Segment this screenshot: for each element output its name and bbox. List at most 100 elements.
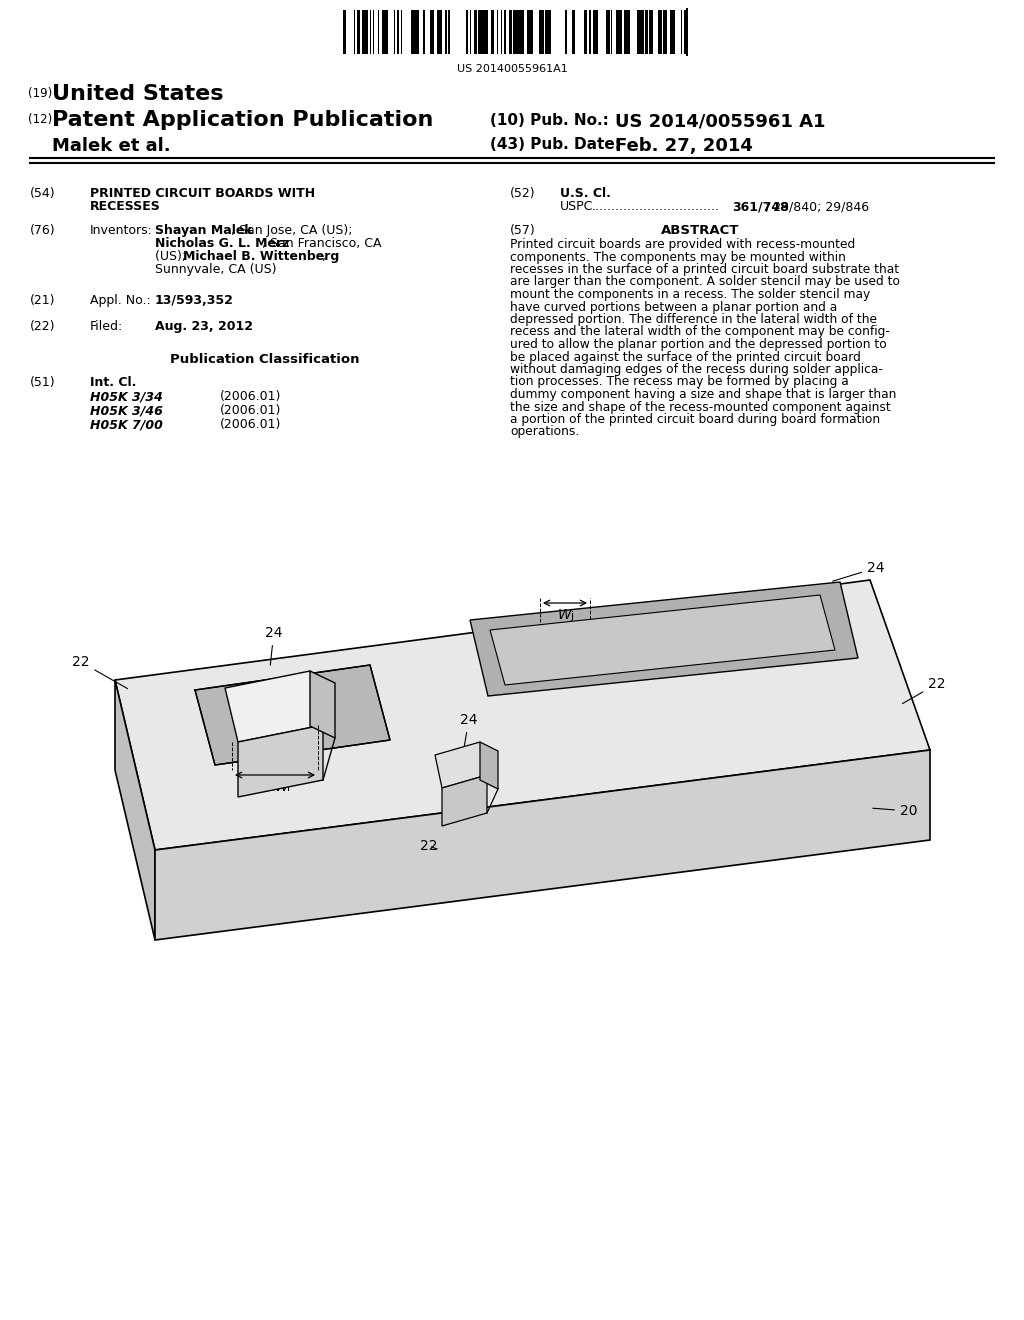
Polygon shape [442, 775, 487, 826]
Text: (51): (51) [30, 376, 55, 389]
Text: 361/748: 361/748 [732, 201, 788, 213]
Polygon shape [195, 665, 390, 766]
Bar [492, 8, 494, 55]
Bar [430, 8, 433, 55]
Text: (2006.01): (2006.01) [220, 389, 282, 403]
Polygon shape [470, 582, 858, 696]
Text: operations.: operations. [510, 425, 580, 438]
Text: recess and the lateral width of the component may be config-: recess and the lateral width of the comp… [510, 326, 890, 338]
Text: PRINTED CIRCUIT BOARDS WITH: PRINTED CIRCUIT BOARDS WITH [90, 187, 315, 201]
Bar [466, 8, 468, 55]
Text: 22: 22 [902, 677, 945, 704]
Text: ,: , [322, 249, 326, 263]
Polygon shape [115, 680, 155, 940]
Bar [639, 8, 641, 55]
Bar [481, 8, 483, 55]
Text: dummy component having a size and shape that is larger than: dummy component having a size and shape … [510, 388, 896, 401]
Bar [514, 8, 517, 55]
Text: 24: 24 [265, 626, 283, 665]
Bar [413, 8, 415, 55]
Bar [541, 8, 544, 55]
Bar [521, 8, 524, 55]
Bar [664, 8, 666, 55]
Text: depressed portion. The difference in the lateral width of the: depressed portion. The difference in the… [510, 313, 877, 326]
Text: RECESSES: RECESSES [90, 201, 161, 213]
Text: ; 29/840; 29/846: ; 29/840; 29/846 [765, 201, 869, 213]
Bar [474, 8, 477, 55]
Text: Printed circuit boards are provided with recess-mounted: Printed circuit boards are provided with… [510, 238, 855, 251]
Text: are larger than the component. A solder stencil may be used to: are larger than the component. A solder … [510, 276, 900, 289]
Text: the size and shape of the recess-mounted component against: the size and shape of the recess-mounted… [510, 400, 891, 413]
Text: ABSTRACT: ABSTRACT [660, 224, 739, 238]
Text: (76): (76) [30, 224, 55, 238]
Text: (US);: (US); [155, 249, 190, 263]
Text: Michael B. Wittenberg: Michael B. Wittenberg [183, 249, 339, 263]
Text: H05K 3/34: H05K 3/34 [90, 389, 163, 403]
Bar [660, 8, 662, 55]
Bar [594, 8, 597, 55]
Text: Nicholas G. L. Merz: Nicholas G. L. Merz [155, 238, 290, 249]
Bar [565, 8, 567, 55]
Bar [548, 8, 551, 55]
Polygon shape [115, 579, 930, 850]
Text: 22: 22 [72, 655, 128, 689]
Bar [658, 8, 660, 55]
Text: Filed:: Filed: [90, 319, 123, 333]
Text: W: W [275, 780, 289, 795]
Text: U.S. Cl.: U.S. Cl. [560, 187, 611, 201]
Text: , San Jose, CA (US);: , San Jose, CA (US); [231, 224, 352, 238]
Text: , San Francisco, CA: , San Francisco, CA [262, 238, 382, 249]
Text: (2006.01): (2006.01) [220, 418, 282, 432]
Bar [645, 8, 648, 55]
Text: Appl. No.:: Appl. No.: [90, 294, 151, 308]
Bar [641, 8, 643, 55]
Polygon shape [225, 671, 323, 742]
Text: (12): (12) [28, 114, 52, 125]
Text: (2006.01): (2006.01) [220, 404, 282, 417]
Text: 24: 24 [833, 561, 885, 581]
Text: US 20140055961A1: US 20140055961A1 [457, 63, 567, 74]
Bar [606, 8, 609, 55]
Bar [357, 8, 360, 55]
Bar [338, 8, 686, 11]
Text: (43) Pub. Date:: (43) Pub. Date: [490, 137, 621, 152]
Bar [650, 8, 652, 55]
Text: US 2014/0055961 A1: US 2014/0055961 A1 [615, 114, 825, 131]
Bar [397, 8, 399, 55]
Bar [518, 8, 521, 55]
Text: Shayan Malek: Shayan Malek [155, 224, 253, 238]
Text: components. The components may be mounted within: components. The components may be mounte… [510, 251, 846, 264]
Polygon shape [490, 595, 835, 685]
Bar [584, 8, 587, 55]
Text: Malek et al.: Malek et al. [52, 137, 171, 154]
Bar [624, 8, 627, 55]
Polygon shape [155, 750, 930, 940]
Text: mount the components in a recess. The solder stencil may: mount the components in a recess. The so… [510, 288, 870, 301]
Polygon shape [435, 742, 487, 788]
Bar [670, 8, 673, 55]
Text: H05K 7/00: H05K 7/00 [90, 418, 163, 432]
Text: 22: 22 [420, 840, 437, 853]
Bar [618, 8, 622, 55]
Bar [423, 8, 425, 55]
Text: (10) Pub. No.:: (10) Pub. No.: [490, 114, 609, 128]
Text: (22): (22) [30, 319, 55, 333]
Bar [627, 8, 630, 55]
Bar [416, 8, 419, 55]
Text: without damaging edges of the recess during solder applica-: without damaging edges of the recess dur… [510, 363, 883, 376]
Bar [673, 8, 675, 55]
Text: have curved portions between a planar portion and a: have curved portions between a planar po… [510, 301, 838, 314]
Text: (57): (57) [510, 224, 536, 238]
Bar [486, 8, 488, 55]
Bar [539, 8, 541, 55]
Bar [572, 8, 575, 55]
Text: Aug. 23, 2012: Aug. 23, 2012 [155, 319, 253, 333]
Text: (52): (52) [510, 187, 536, 201]
Text: (19): (19) [28, 87, 52, 100]
Bar [531, 8, 534, 55]
Text: Sunnyvale, CA (US): Sunnyvale, CA (US) [155, 263, 276, 276]
Text: Int. Cl.: Int. Cl. [90, 376, 136, 389]
Bar [362, 8, 366, 55]
Text: USPC: USPC [560, 201, 593, 213]
Bar [440, 8, 442, 55]
